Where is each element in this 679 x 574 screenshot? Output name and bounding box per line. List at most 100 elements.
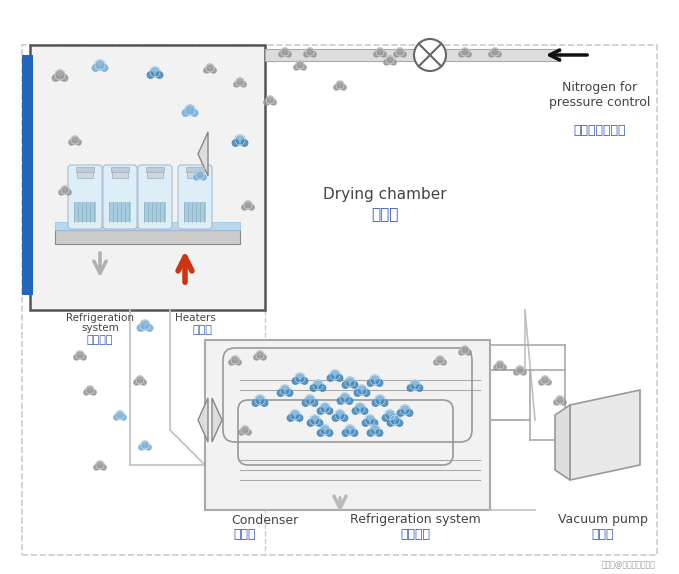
Text: Refrigeration: Refrigeration	[66, 313, 134, 323]
Circle shape	[235, 135, 245, 145]
Circle shape	[556, 396, 564, 404]
Circle shape	[541, 376, 549, 384]
Circle shape	[516, 366, 524, 374]
Circle shape	[342, 382, 349, 388]
Bar	[76, 167, 94, 172]
Bar	[187, 170, 203, 178]
Text: 控制压力的氮气: 控制压力的氮气	[574, 123, 626, 137]
Circle shape	[52, 75, 59, 82]
Circle shape	[74, 355, 79, 360]
Circle shape	[436, 356, 444, 364]
Circle shape	[211, 68, 216, 73]
Circle shape	[391, 60, 397, 65]
FancyBboxPatch shape	[178, 165, 212, 229]
Circle shape	[277, 390, 284, 396]
Circle shape	[121, 415, 126, 420]
Circle shape	[69, 140, 74, 145]
Circle shape	[416, 385, 423, 391]
Circle shape	[194, 175, 199, 180]
Circle shape	[59, 190, 64, 195]
Text: Vacuum pump: Vacuum pump	[558, 514, 648, 526]
Circle shape	[400, 405, 410, 415]
Circle shape	[384, 60, 389, 65]
Circle shape	[242, 205, 247, 210]
Bar	[265, 49, 560, 61]
Bar	[55, 222, 240, 230]
Circle shape	[182, 110, 189, 117]
Circle shape	[396, 48, 404, 56]
Circle shape	[361, 408, 368, 414]
Circle shape	[390, 415, 400, 425]
Circle shape	[231, 356, 239, 364]
Text: 制冷系统: 制冷系统	[87, 335, 113, 345]
Circle shape	[229, 360, 234, 365]
Bar	[22, 45, 657, 555]
Circle shape	[301, 378, 308, 384]
Bar	[147, 170, 163, 178]
Circle shape	[280, 385, 290, 395]
Text: Refrigeration system: Refrigeration system	[350, 514, 480, 526]
Bar	[22, 55, 33, 295]
Circle shape	[461, 346, 469, 354]
Circle shape	[317, 408, 324, 414]
Circle shape	[76, 351, 84, 359]
Circle shape	[372, 400, 379, 406]
Circle shape	[141, 380, 146, 385]
Circle shape	[310, 415, 320, 425]
Circle shape	[96, 461, 104, 469]
Circle shape	[95, 60, 105, 70]
Circle shape	[357, 385, 367, 395]
Bar	[146, 167, 164, 172]
Circle shape	[287, 415, 294, 421]
Circle shape	[441, 360, 446, 365]
Circle shape	[101, 65, 108, 71]
Circle shape	[316, 420, 323, 426]
Circle shape	[308, 420, 314, 426]
Circle shape	[365, 415, 375, 425]
Circle shape	[397, 420, 403, 426]
Circle shape	[185, 105, 195, 115]
Circle shape	[326, 430, 333, 436]
Bar	[55, 230, 240, 244]
Circle shape	[311, 400, 318, 406]
Circle shape	[301, 65, 306, 70]
Circle shape	[414, 39, 446, 71]
Bar	[111, 167, 129, 172]
FancyBboxPatch shape	[138, 165, 172, 229]
Circle shape	[137, 325, 144, 331]
Circle shape	[304, 52, 309, 57]
Circle shape	[271, 100, 276, 105]
Circle shape	[376, 48, 384, 56]
Text: 冻干室: 冻干室	[371, 207, 399, 223]
Circle shape	[466, 350, 471, 355]
Circle shape	[234, 82, 239, 87]
Circle shape	[381, 52, 386, 57]
Circle shape	[459, 52, 464, 57]
Circle shape	[286, 52, 291, 57]
Circle shape	[101, 465, 106, 470]
Circle shape	[494, 365, 499, 370]
Circle shape	[239, 430, 244, 435]
Circle shape	[261, 355, 266, 360]
Circle shape	[206, 64, 214, 72]
Polygon shape	[555, 405, 570, 480]
Circle shape	[355, 403, 365, 413]
Bar	[74, 201, 96, 222]
Circle shape	[337, 398, 344, 404]
Circle shape	[491, 48, 499, 56]
Circle shape	[496, 52, 501, 57]
Circle shape	[370, 375, 380, 385]
Circle shape	[81, 355, 86, 360]
Circle shape	[489, 52, 494, 57]
Circle shape	[261, 400, 268, 406]
Circle shape	[296, 61, 304, 69]
Bar	[186, 167, 204, 172]
Circle shape	[134, 380, 139, 385]
Circle shape	[86, 386, 94, 394]
Circle shape	[139, 445, 144, 450]
Circle shape	[246, 430, 251, 435]
Bar	[109, 201, 131, 222]
Circle shape	[406, 410, 413, 416]
Circle shape	[386, 56, 394, 64]
Circle shape	[279, 52, 284, 57]
